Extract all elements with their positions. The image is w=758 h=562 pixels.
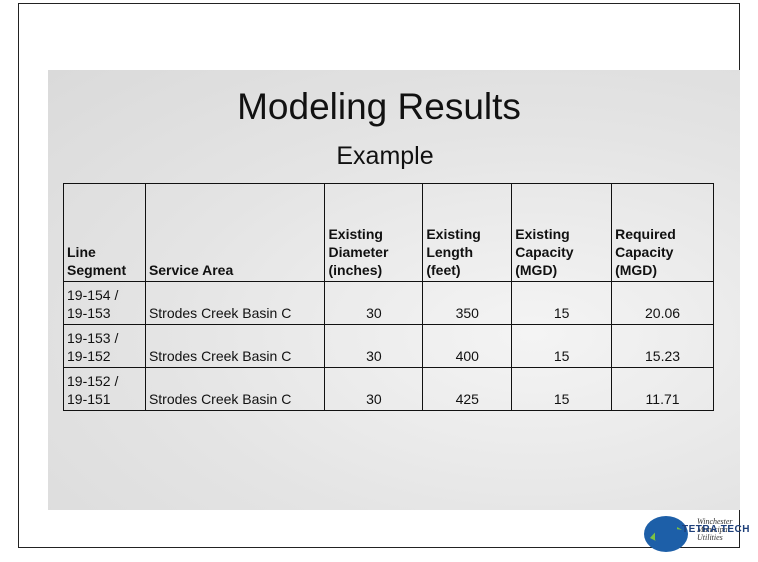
table-cell: 15 bbox=[511, 324, 613, 368]
table-cell: 15 bbox=[511, 281, 613, 325]
header-cell: Line Segment bbox=[63, 183, 146, 282]
table-row: 19-153 / 19-152 Strodes Creek Basin C 30 40… bbox=[63, 324, 714, 368]
header-row: Line Segment Service Area Existing Diamete… bbox=[63, 183, 714, 282]
header-cell: Existing Length (feet) bbox=[422, 183, 513, 282]
tetratech-logo-text: TETRA TECH bbox=[682, 524, 750, 535]
slide-title: Modeling Results bbox=[237, 86, 521, 127]
table-cell: 19-153 / 19-152 bbox=[63, 324, 146, 368]
table-body: 19-154 / 19-153 Strodes Creek Basin C 30 35… bbox=[63, 281, 714, 411]
table-cell: 30 bbox=[324, 324, 424, 368]
table-cell: Strodes Creek Basin C bbox=[144, 281, 326, 325]
table-cell: 400 bbox=[422, 324, 513, 368]
wmu-logo-text: Winchester Municipal Utilities bbox=[697, 517, 733, 542]
table-cell: 11.71 bbox=[611, 367, 714, 411]
table-cell: 425 bbox=[422, 367, 513, 411]
table-cell: 19-152 / 19-151 bbox=[63, 367, 146, 411]
table-row: 19-152 / 19-151 Strodes Creek Basin C 30 42… bbox=[63, 367, 714, 411]
results-table: Line Segment Service Area Existing Diamete… bbox=[63, 183, 714, 411]
slide-subtitle: Example bbox=[336, 142, 434, 170]
header-cell: Service Area bbox=[144, 183, 326, 282]
tetratech-icon bbox=[655, 520, 677, 542]
table-cell: 20.06 bbox=[611, 281, 714, 325]
table-cell: 30 bbox=[324, 367, 424, 411]
table-row: 19-154 / 19-153 Strodes Creek Basin C 30 35… bbox=[63, 281, 714, 325]
table-cell: 15.23 bbox=[611, 324, 714, 368]
table-cell: 19-154 / 19-153 bbox=[63, 281, 146, 325]
header-cell: Existing Diameter (inches) bbox=[324, 183, 424, 282]
table-cell: 350 bbox=[422, 281, 513, 325]
header-cell: Required Capacity (MGD) bbox=[611, 183, 714, 282]
table-cell: Strodes Creek Basin C bbox=[144, 324, 326, 368]
header-cell: Existing Capacity (MGD) bbox=[511, 183, 613, 282]
table-cell: 15 bbox=[511, 367, 613, 411]
table-cell: Strodes Creek Basin C bbox=[144, 367, 326, 411]
table-cell: 30 bbox=[324, 281, 424, 325]
